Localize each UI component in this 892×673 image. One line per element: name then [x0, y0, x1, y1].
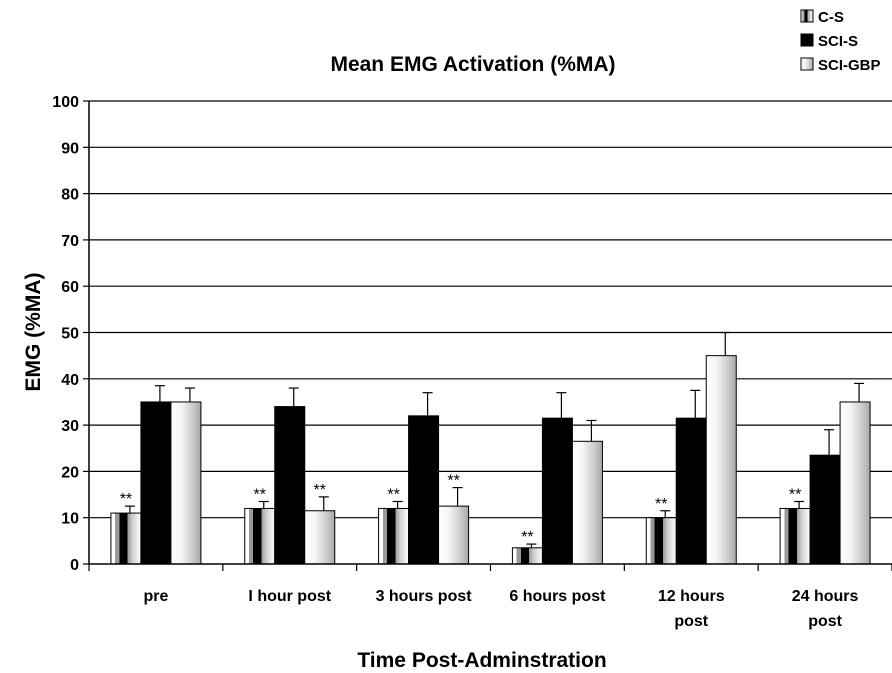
legend: C-S SCI-S SCI-GBP — [800, 9, 881, 74]
bar-c-s — [378, 507, 410, 565]
bar-sci-s — [274, 406, 306, 565]
bar-sci-gbp — [304, 510, 336, 565]
y-axis-title: EMG (%MA) — [22, 273, 45, 392]
bar-c-s — [244, 507, 276, 565]
significance-marker: ** — [254, 486, 266, 503]
bar-sci-s — [408, 415, 440, 565]
gridlines — [89, 100, 892, 519]
y-tick-label: 20 — [61, 464, 79, 481]
x-axis-title: Time Post-Adminstration — [357, 649, 606, 672]
y-tick-label: 90 — [61, 140, 79, 157]
significance-marker: ** — [387, 486, 399, 503]
y-tick-label: 60 — [61, 279, 79, 296]
bar-sci-gbp — [438, 505, 470, 565]
x-category-label: post — [674, 613, 708, 630]
legend-swatch-sci-s — [800, 33, 814, 47]
y-tick-label: 0 — [70, 557, 79, 574]
x-category-label: 6 hours post — [509, 588, 606, 605]
y-tick-label: 40 — [61, 372, 79, 389]
chart-title: Mean EMG Activation (%MA) — [330, 53, 615, 76]
y-tick-label: 50 — [61, 326, 79, 343]
legend-label: C-S — [818, 9, 844, 26]
significance-marker: ** — [655, 496, 667, 513]
significance-marker: ** — [521, 529, 533, 546]
x-category-label: I hour post — [248, 588, 331, 605]
y-tick-label: 80 — [61, 187, 79, 204]
bar-sci-s — [809, 454, 841, 565]
y-tick-label: 70 — [61, 233, 79, 250]
x-category-label: 12 hours — [658, 588, 725, 605]
legend-swatch-sci-gbp — [800, 57, 814, 71]
bar-c-s — [779, 507, 811, 565]
bar-c-s — [645, 517, 677, 565]
x-category-label: post — [808, 613, 842, 630]
legend-swatch-c-s — [800, 9, 814, 23]
y-tick-label: 30 — [61, 418, 79, 435]
axes: 0 10 20 30 40 50 60 70 80 90 100 pre I hour post 3 ho… — [52, 94, 892, 630]
bar-sci-s — [541, 417, 573, 565]
bar-sci-gbp — [839, 401, 871, 565]
bar-sci-gbp — [170, 401, 202, 565]
bar-c-s — [110, 512, 142, 565]
significance-marker: ** — [447, 473, 459, 490]
bars: ** ** ** ** ** ** ** ** — [110, 331, 871, 565]
bar-sci-gbp — [571, 440, 603, 565]
y-tick-label: 10 — [61, 511, 79, 528]
x-category-label: 3 hours post — [376, 588, 473, 605]
significance-marker: ** — [120, 491, 132, 508]
x-category-label: 24 hours — [792, 588, 859, 605]
legend-label: SCI-S — [818, 33, 858, 50]
bar-c-s — [511, 547, 543, 565]
significance-marker: ** — [314, 482, 326, 499]
x-category-label: pre — [143, 588, 168, 605]
legend-label: SCI-GBP — [818, 57, 881, 74]
bar-sci-s — [140, 401, 172, 565]
bar-sci-s — [675, 417, 707, 565]
bar-sci-gbp — [705, 355, 737, 565]
y-tick-label: 100 — [52, 94, 79, 111]
significance-marker: ** — [789, 486, 801, 503]
